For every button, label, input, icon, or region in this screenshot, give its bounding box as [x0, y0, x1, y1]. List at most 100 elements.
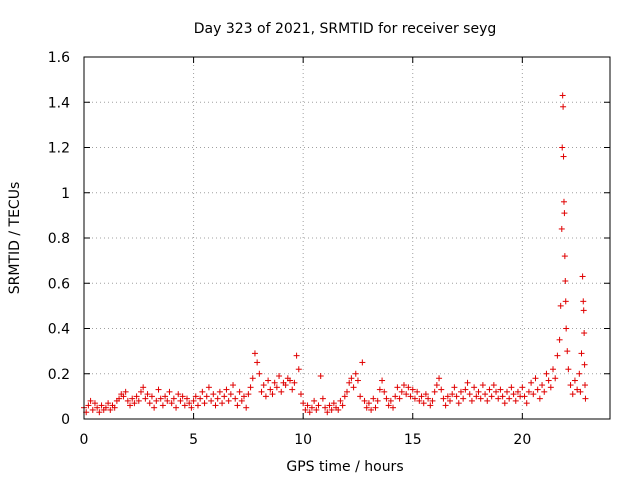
data-point — [580, 307, 587, 314]
data-point — [562, 277, 569, 284]
x-axis-label: GPS time / hours — [286, 459, 403, 475]
data-point — [569, 391, 576, 398]
data-point — [374, 397, 381, 404]
data-point — [425, 395, 432, 402]
data-point — [324, 409, 331, 416]
data-point — [543, 370, 550, 377]
data-point — [482, 391, 489, 398]
data-point — [409, 386, 416, 393]
y-tick-label: 0.6 — [48, 276, 70, 292]
data-point — [105, 400, 112, 407]
data-point — [238, 397, 245, 404]
y-tick-label: 0.2 — [48, 367, 70, 383]
data-point — [85, 402, 92, 409]
data-point — [302, 406, 309, 413]
data-point — [392, 393, 399, 400]
data-point — [322, 404, 329, 411]
data-point — [258, 388, 265, 395]
data-point — [438, 386, 445, 393]
data-point — [291, 379, 298, 386]
data-point — [471, 384, 478, 391]
data-point — [455, 400, 462, 407]
data-point — [304, 402, 311, 409]
data-point — [519, 384, 526, 391]
data-point — [168, 400, 175, 407]
y-tick-label: 0.8 — [48, 231, 70, 247]
data-point — [192, 393, 199, 400]
data-point — [153, 397, 160, 404]
data-point — [556, 336, 563, 343]
data-point — [429, 397, 436, 404]
y-tick-label: 1 — [61, 186, 70, 202]
data-point — [155, 386, 162, 393]
data-point — [319, 395, 326, 402]
data-point — [232, 395, 239, 402]
data-point — [501, 400, 508, 407]
data-point — [521, 393, 528, 400]
data-point — [120, 393, 127, 400]
data-point — [197, 395, 204, 402]
data-point — [348, 375, 355, 382]
data-point — [560, 103, 567, 110]
data-point — [221, 393, 228, 400]
data-point — [390, 404, 397, 411]
data-point — [514, 388, 521, 395]
data-point — [411, 395, 418, 402]
data-point — [199, 388, 206, 395]
data-point — [440, 395, 447, 402]
data-point — [140, 384, 147, 391]
data-point — [313, 406, 320, 413]
data-point — [111, 404, 118, 411]
data-point — [396, 395, 403, 402]
data-point — [562, 298, 569, 305]
axis-ticks: 0 0.2 0.4 0.6 0.8 1 1.2 1.4 1.6 0 5 10 15 20 — [48, 50, 610, 448]
data-point — [414, 388, 421, 395]
data-point — [339, 402, 346, 409]
data-point — [137, 388, 144, 395]
data-point — [561, 210, 568, 217]
data-point — [394, 384, 401, 391]
data-point — [256, 370, 263, 377]
data-point — [444, 393, 451, 400]
data-point — [536, 395, 543, 402]
data-point — [267, 386, 274, 393]
data-point — [265, 377, 272, 384]
data-point — [188, 404, 195, 411]
data-point — [550, 366, 557, 373]
data-point — [462, 386, 469, 393]
data-point — [107, 406, 114, 413]
data-point — [557, 302, 564, 309]
data-point — [464, 379, 471, 386]
data-point — [552, 375, 559, 382]
data-point — [249, 375, 256, 382]
data-point — [473, 393, 480, 400]
data-point — [346, 379, 353, 386]
data-point — [98, 402, 105, 409]
data-point — [159, 402, 166, 409]
data-point — [194, 402, 201, 409]
data-point — [162, 393, 169, 400]
data-point — [116, 395, 123, 402]
data-point — [201, 400, 208, 407]
y-tick-label: 0 — [61, 412, 70, 428]
data-point — [124, 397, 131, 404]
data-point — [559, 144, 566, 151]
data-point — [170, 395, 177, 402]
data-point — [326, 402, 333, 409]
data-point — [581, 361, 588, 368]
data-point — [447, 397, 454, 404]
data-point — [330, 400, 337, 407]
data-point — [387, 397, 394, 404]
data-point — [179, 393, 186, 400]
data-point — [245, 391, 252, 398]
data-point — [376, 386, 383, 393]
data-point — [96, 409, 103, 416]
data-point — [565, 366, 572, 373]
data-point — [431, 388, 438, 395]
data-point — [558, 225, 565, 232]
data-point — [350, 384, 357, 391]
data-point — [457, 388, 464, 395]
data-point — [499, 393, 506, 400]
plot-frame — [83, 56, 611, 420]
data-point — [146, 400, 153, 407]
